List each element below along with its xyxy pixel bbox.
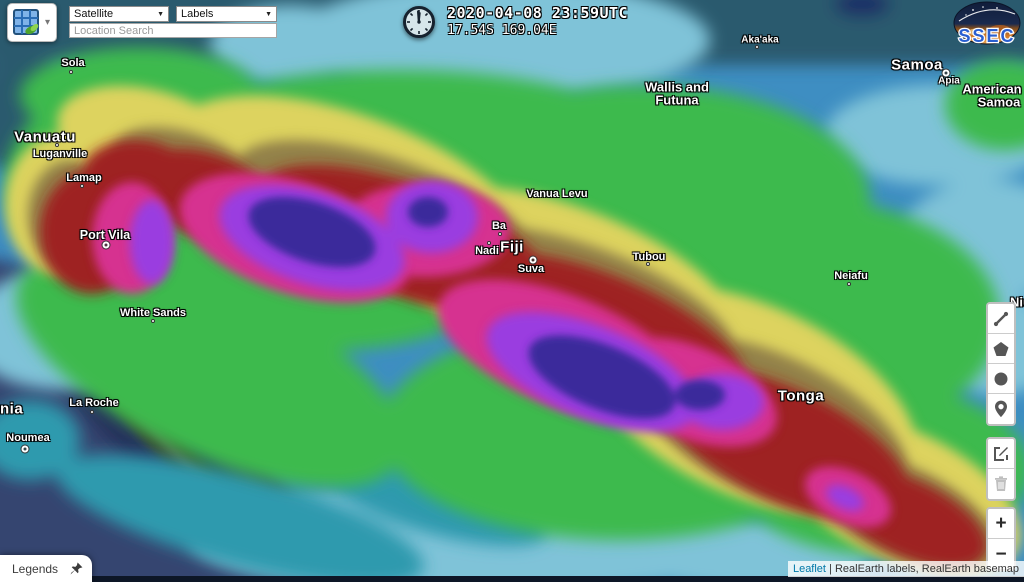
cursor-coordinates: 17.54S 169.04E [447,23,557,38]
delete-shapes-button[interactable] [988,469,1014,499]
draw-polygon-button[interactable] [988,334,1014,364]
satellite-select[interactable]: Satellite ▼ [69,6,169,22]
draw-toolbar [986,302,1016,426]
layers-caret-icon: ▾ [45,17,51,28]
trash-icon [991,474,1011,494]
pushpin-icon[interactable] [70,562,83,575]
location-search-input[interactable] [69,23,277,38]
zoom-in-button[interactable]: + [988,509,1014,539]
map-attribution: Leaflet | RealEarth labels, RealEarth ba… [787,561,1024,577]
grid-leaf-icon [11,7,43,39]
labels-select-value: Labels [181,8,214,20]
circle-icon [991,369,1011,389]
draw-circle-button[interactable] [988,364,1014,394]
legends-tab[interactable]: Legends [0,555,92,582]
legends-label: Legends [12,561,59,576]
ssec-logo[interactable]: SSEC [953,1,1021,46]
labels-select[interactable]: Labels ▼ [176,6,277,22]
bottom-bar [0,576,1024,582]
polyline-icon [991,309,1011,329]
edit-toolbar [986,437,1016,501]
edit-icon [991,444,1011,464]
attribution-text: | RealEarth labels, RealEarth basemap [825,563,1019,575]
minus-icon: − [995,543,1007,565]
timestamp-text: 2020-04-08 23:59UTC [447,4,629,22]
edit-shapes-button[interactable] [988,439,1014,469]
select-arrow-icon: ▼ [157,10,164,18]
marker-pin-icon [991,399,1011,419]
draw-marker-button[interactable] [988,394,1014,424]
draw-polyline-button[interactable] [988,304,1014,334]
plus-icon: + [995,513,1007,534]
polygon-icon [991,339,1011,359]
satellite-select-value: Satellite [74,8,114,20]
ssec-logo-text: SSEC [958,26,1015,46]
leaflet-link[interactable]: Leaflet [792,563,826,575]
select-arrow-icon: ▼ [265,10,272,18]
layers-button[interactable]: ▾ [7,3,57,42]
clock-icon [402,5,436,39]
time-readout: 2020-04-08 23:59UTC 17.54S 169.04E [447,4,628,38]
